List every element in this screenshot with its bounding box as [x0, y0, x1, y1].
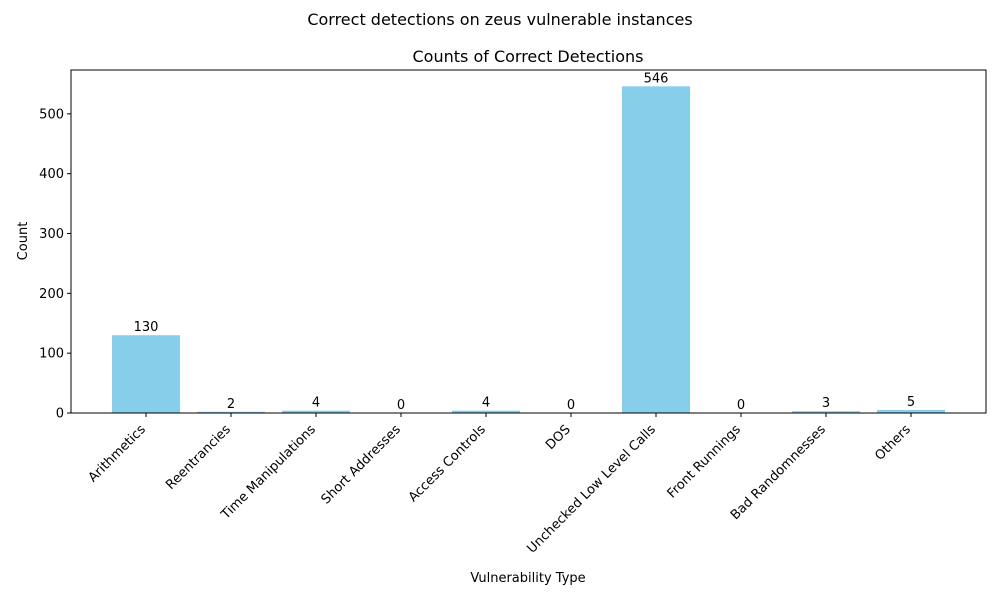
x-tick-label: Front Runnings: [665, 422, 744, 501]
y-tick-label: 0: [56, 407, 64, 422]
y-tick-label: 500: [39, 107, 64, 122]
bar-value-label: 0: [397, 398, 405, 413]
bar-value-label: 2: [227, 397, 235, 412]
x-tick-label: Short Addresses: [319, 422, 404, 507]
x-tick-label: DOS: [543, 422, 574, 453]
bar-value-label: 3: [822, 396, 830, 411]
bar-value-label: 4: [482, 396, 490, 411]
x-axis-label: Vulnerability Type: [470, 571, 585, 586]
bar: [112, 335, 180, 413]
y-tick-label: 200: [39, 287, 64, 302]
chart-title: Counts of Correct Detections: [413, 47, 644, 66]
bar-value-label: 0: [737, 398, 745, 413]
y-tick-label: 400: [39, 167, 64, 182]
bar: [452, 410, 520, 413]
x-tick-label: Access Controls: [406, 422, 489, 505]
bar-value-label: 0: [567, 398, 575, 413]
bar-value-label: 130: [134, 320, 159, 335]
bar-value-label: 4: [312, 396, 320, 411]
bar-value-label: 5: [907, 395, 915, 410]
x-tick-label: Arithmetics: [86, 422, 149, 485]
y-tick-label: 300: [39, 227, 64, 242]
bar: [792, 411, 860, 413]
plot-frame: [70, 69, 987, 414]
bar: [197, 411, 265, 413]
bar-value-label: 546: [644, 71, 669, 86]
bar: [622, 86, 690, 413]
x-tick-label: Reentrancies: [163, 422, 234, 493]
x-tick-label: Time Manipulations: [218, 422, 319, 523]
y-tick-label: 100: [39, 347, 64, 362]
bar: [877, 410, 945, 413]
x-tick-label: Others: [872, 422, 914, 464]
x-tick-label: Bad Randomnesses: [728, 422, 829, 523]
figure-suptitle: Correct detections on zeus vulnerable in…: [307, 10, 692, 29]
y-axis-label: Count: [16, 222, 31, 261]
bar: [282, 410, 350, 413]
